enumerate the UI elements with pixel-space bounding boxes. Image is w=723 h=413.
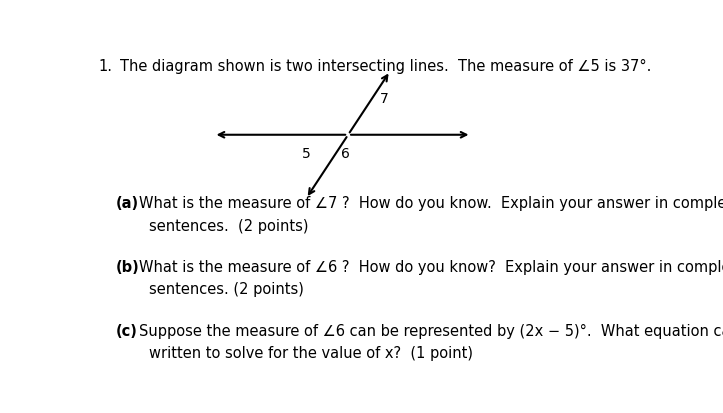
Text: The diagram shown is two intersecting lines.  The measure of ∠5 is 37°.: The diagram shown is two intersecting li…	[120, 59, 651, 74]
Text: (c): (c)	[116, 323, 137, 338]
Text: written to solve for the value of x?  (1 point): written to solve for the value of x? (1 …	[149, 345, 474, 360]
Text: (b): (b)	[116, 259, 140, 274]
Text: 5: 5	[301, 147, 310, 161]
Text: 7: 7	[380, 92, 389, 106]
Text: What is the measure of ∠7 ?  How do you know.  Explain your answer in complete: What is the measure of ∠7 ? How do you k…	[139, 196, 723, 211]
Text: Suppose the measure of ∠6 can be represented by (2x − 5)°.  What equation can be: Suppose the measure of ∠6 can be represe…	[139, 323, 723, 338]
Text: 1.: 1.	[99, 59, 113, 74]
Text: What is the measure of ∠6 ?  How do you know?  Explain your answer in complete: What is the measure of ∠6 ? How do you k…	[139, 259, 723, 274]
Text: sentences.  (2 points): sentences. (2 points)	[149, 218, 309, 233]
Text: sentences. (2 points): sentences. (2 points)	[149, 282, 304, 297]
Text: (a): (a)	[116, 196, 139, 211]
Text: 6: 6	[341, 147, 350, 161]
